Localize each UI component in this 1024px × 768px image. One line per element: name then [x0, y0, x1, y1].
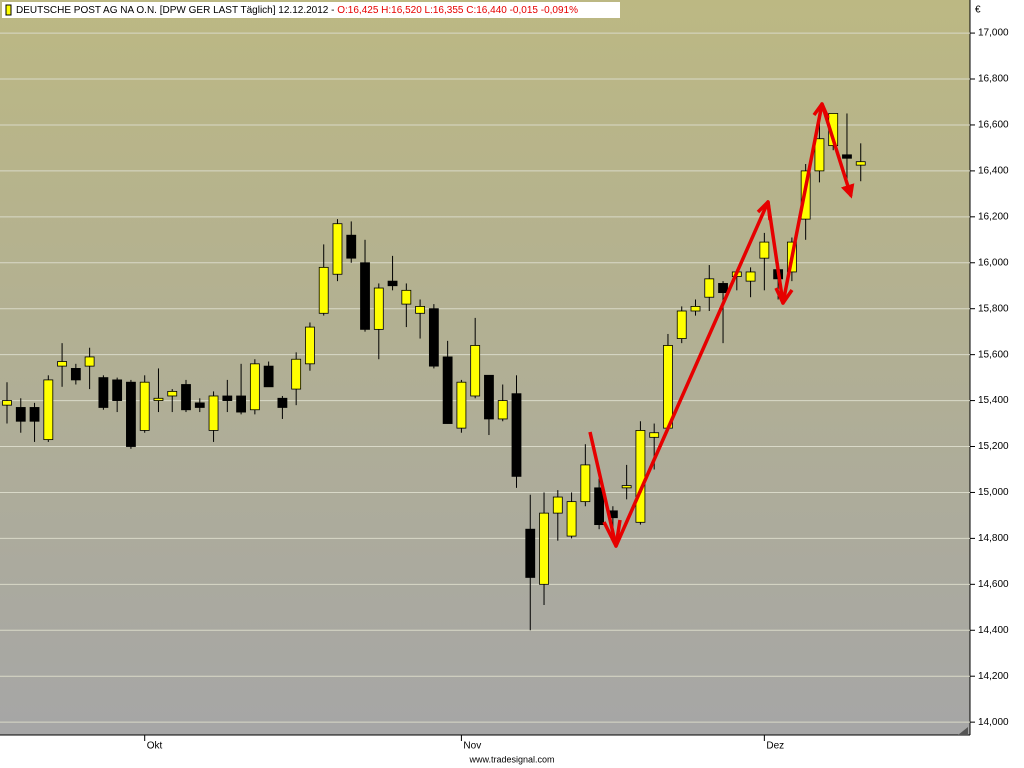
x-tick-label: Nov — [463, 741, 481, 752]
candle-body — [277, 397, 288, 408]
header-box — [2, 2, 620, 18]
candle-body — [153, 397, 164, 401]
candle-body — [635, 430, 646, 523]
candle-body — [442, 356, 453, 424]
candle-body — [814, 138, 825, 172]
y-tick-label: 17,000 — [978, 28, 1009, 39]
candle-body — [387, 280, 398, 287]
candle-body — [84, 356, 95, 367]
candle-body — [759, 241, 770, 259]
zigzag-arrow — [588, 102, 855, 548]
candle-body — [704, 278, 715, 298]
candle-body — [552, 496, 563, 514]
candle-body — [484, 374, 494, 420]
candle-body — [291, 358, 302, 390]
candle-body — [649, 432, 660, 438]
header: DEUTSCHE POST AG NA O.N. [DPW GER LAST T… — [16, 5, 578, 16]
instrument: DEUTSCHE POST AG NA O.N. [DPW GER LAST T… — [16, 5, 276, 16]
candle-body — [57, 361, 67, 367]
y-tick-label: 15,200 — [978, 441, 1009, 452]
x-tick-label: Dez — [766, 741, 784, 752]
y-tick-label: 16,400 — [978, 166, 1009, 177]
candle-body — [318, 266, 329, 314]
y-tick-label: 16,000 — [978, 257, 1009, 268]
candle-body — [842, 154, 852, 159]
y-tick-label: 15,600 — [978, 349, 1009, 360]
candle-body — [470, 345, 481, 397]
arrow-head — [602, 519, 622, 548]
annotation-arrows — [588, 102, 855, 548]
candle-body — [497, 400, 508, 420]
candle-body — [415, 306, 426, 314]
y-tick-label: 16,600 — [978, 120, 1009, 131]
y-tick-label: 15,800 — [978, 303, 1009, 314]
y-tick-label: 16,800 — [978, 74, 1009, 85]
candle-body — [126, 381, 136, 447]
corner-handle — [958, 727, 968, 735]
y-tick-label: 14,600 — [978, 579, 1009, 590]
candle-body — [305, 326, 315, 365]
currency: € — [975, 5, 981, 16]
candle-body — [98, 377, 109, 408]
quote: O:16,425 H:16,520 L:16,355 C:16,440 -0,0… — [337, 5, 578, 16]
candle-body — [566, 501, 577, 537]
y-tick-label: 14,800 — [978, 533, 1009, 544]
y-tick-label: 14,200 — [978, 671, 1009, 682]
x-tick-label: Okt — [147, 741, 163, 752]
candle-body — [332, 223, 343, 275]
footer: www.tradesignal.com — [468, 754, 554, 764]
candle-body — [456, 381, 467, 429]
candle-body — [222, 395, 233, 401]
candle-body — [236, 395, 246, 413]
candle-body — [539, 512, 549, 585]
candle-body — [249, 363, 260, 411]
candle-body — [855, 161, 866, 166]
candle-body — [112, 379, 123, 401]
candle-body — [373, 287, 384, 330]
candle-body — [525, 528, 536, 578]
candle-body — [360, 262, 370, 330]
y-tick-label: 15,400 — [978, 395, 1009, 406]
candle-body — [663, 345, 673, 429]
date: 12.12.2012 - — [278, 5, 334, 16]
candle-body — [194, 402, 205, 408]
candle-body — [2, 400, 12, 406]
candle-body — [29, 407, 40, 422]
arrow-head — [812, 102, 830, 119]
candle-body — [15, 407, 26, 422]
arrow-head — [774, 287, 794, 305]
y-tick-label: 14,000 — [978, 717, 1009, 728]
candle-body — [511, 393, 522, 477]
candle-body — [580, 464, 591, 503]
candle-body — [690, 306, 701, 312]
y-tick-label: 16,200 — [978, 211, 1009, 222]
candle-body — [621, 485, 632, 489]
candle-body — [167, 390, 178, 397]
y-tick-label: 15,000 — [978, 487, 1009, 498]
candle-body — [676, 310, 687, 339]
candle-body — [43, 379, 54, 441]
candle-body — [263, 365, 274, 388]
header-icon — [5, 4, 12, 16]
arrow-head — [756, 200, 772, 221]
candle-body — [594, 487, 605, 526]
candle-body — [181, 384, 191, 411]
candle-body — [718, 283, 728, 294]
candle-body — [346, 234, 357, 259]
candle-body — [208, 395, 219, 431]
candle-body — [401, 289, 412, 305]
plot-area — [0, 0, 970, 735]
candle-body — [139, 381, 150, 431]
candles — [2, 111, 866, 631]
candle-body — [428, 308, 439, 367]
candle-body — [745, 271, 756, 282]
y-tick-label: 14,400 — [978, 625, 1009, 636]
candle-body — [70, 368, 81, 381]
